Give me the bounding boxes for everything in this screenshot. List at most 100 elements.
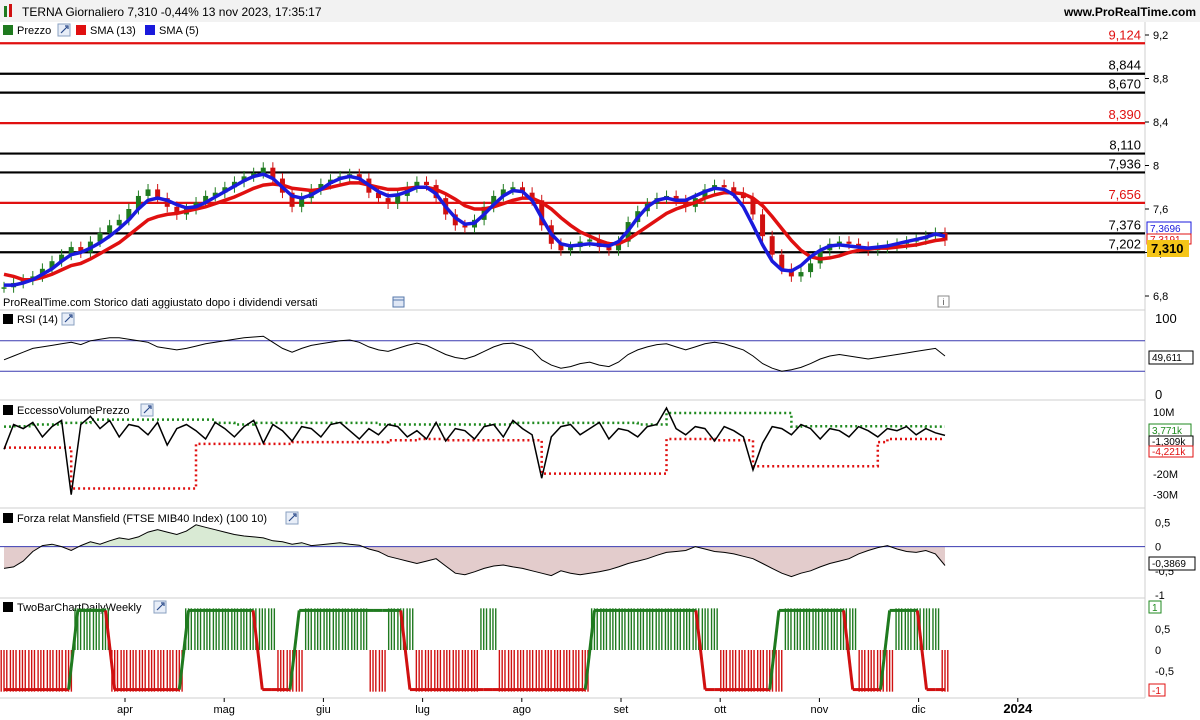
mansfield-last-value: -0,3869 [1152, 559, 1186, 570]
price-candle [587, 239, 593, 242]
price-levels: 9,124 8,844 8,670 8,390 8,110 7,936 7,656 7,376… [0, 27, 1145, 254]
sma5-swatch [145, 25, 155, 35]
twobar-weekly-segment [288, 610, 301, 690]
evp-tick-label: -20M [1153, 469, 1178, 481]
twobar-tick-label: 0 [1155, 645, 1161, 657]
rsi-last-value: 49,611 [1152, 353, 1182, 364]
price-candle [395, 195, 401, 204]
header-logo-icon [4, 4, 12, 17]
price-candle [203, 195, 209, 203]
x-tick-label: 2024 [1003, 701, 1033, 716]
evp-main-value: -1,309k [1152, 437, 1186, 448]
level-label: 7,656 [1108, 187, 1141, 202]
price-candle [568, 247, 574, 251]
info-icon[interactable]: i [937, 295, 950, 308]
sma5-line [4, 172, 946, 287]
price-candle [779, 254, 785, 269]
price-candle [49, 261, 55, 269]
mansfield-swatch [3, 513, 13, 523]
twobar-weekly-segment [103, 610, 117, 690]
calendar-icon[interactable] [392, 296, 405, 308]
price-tick-label: 8,4 [1153, 117, 1168, 129]
header-bar [0, 0, 1200, 22]
twobar-weekly-segment [399, 610, 412, 690]
rsi-settings-wrench-icon[interactable] [61, 312, 75, 326]
price-candle [510, 187, 516, 190]
twobar-weekly-segment [915, 610, 929, 690]
twobar-weekly-segment [842, 610, 855, 690]
price-candle [683, 200, 689, 207]
price-candle [260, 167, 266, 174]
twobar-last-down: -1 [1152, 686, 1161, 697]
mansfield-last-tag: -0,3869 [1148, 556, 1196, 571]
evp-tick-label: -30M [1153, 490, 1178, 502]
price-candle [164, 198, 170, 207]
price-candle [145, 189, 151, 196]
mansfield-settings-wrench-icon[interactable] [285, 511, 299, 525]
current-price-value: 7,310 [1151, 241, 1184, 256]
panel-frames [0, 22, 1146, 699]
price-candle [433, 185, 439, 199]
twobar-weekly-line [4, 608, 945, 692]
twobar-settings-wrench-icon[interactable] [153, 600, 167, 614]
x-tick-label: nov [811, 704, 829, 716]
price-candle [289, 192, 295, 207]
x-tick-label: mag [213, 704, 234, 716]
x-tick-label: apr [117, 704, 133, 716]
twobar-legend: TwoBarChartDailyWeekly [3, 600, 167, 614]
mansfield-legend: Forza relat Mansfield (FTSE MIB40 Index)… [3, 511, 299, 525]
x-axis: apr mag giu lug ago set ott nov dic 2024 [117, 698, 1033, 716]
price-candle [491, 195, 497, 207]
price-candle [702, 189, 708, 199]
mansfield-negative-area [4, 546, 945, 577]
price-candle [107, 225, 113, 233]
price-tick-label: 8 [1153, 161, 1159, 173]
price-candle [731, 187, 737, 193]
twobar-weekly-segment [177, 610, 190, 690]
price-candle [846, 241, 852, 244]
price-candle [808, 263, 814, 273]
twobar-weekly-segment [67, 610, 80, 690]
price-settings-wrench-icon[interactable] [57, 23, 71, 37]
mansfield-panel: 0,50-0,5-1 [0, 517, 1174, 602]
header-title: TERNA Giornaliero 7,310 -0,44% 13 nov 20… [22, 5, 322, 19]
twobar-weekly-segment [694, 610, 707, 690]
sma13-swatch [76, 25, 86, 35]
twobar-tick-label: -0,5 [1155, 666, 1174, 678]
current-price-badge [1147, 240, 1189, 257]
level-label: 8,844 [1108, 58, 1141, 73]
level-label: 8,390 [1108, 107, 1141, 122]
mansfield-tick-label: -1 [1155, 590, 1165, 602]
twobar-last-tags: 1 -1 [1148, 600, 1166, 697]
x-tick-label: ott [714, 704, 726, 716]
sma-value-tags: 7,3696 7,3191 7,310 [1146, 221, 1192, 257]
mansfield-title: Forza relat Mansfield (FTSE MIB40 Index)… [17, 513, 267, 525]
x-tick-label: giu [316, 704, 331, 716]
level-label: 9,124 [1108, 27, 1141, 42]
price-candle [606, 247, 612, 251]
level-label: 7,376 [1108, 217, 1141, 232]
x-tick-label: dic [912, 704, 927, 716]
price-legend: Prezzo SMA (13) SMA (5) [3, 23, 199, 37]
price-candle [1, 287, 7, 289]
level-label: 7,202 [1108, 236, 1141, 251]
price-candle [798, 272, 804, 277]
evp-settings-wrench-icon[interactable] [140, 403, 154, 417]
price-candle [97, 232, 103, 242]
sma5-value: 7,3696 [1150, 224, 1181, 235]
x-tick-label: set [614, 704, 629, 716]
price-candle [769, 236, 775, 255]
price-candles [1, 162, 948, 293]
price-candle [212, 192, 218, 196]
price-candle [385, 198, 391, 204]
price-candle [135, 195, 141, 209]
twobar-last-up: 1 [1152, 603, 1158, 614]
twobar-tick-label: 0,5 [1155, 624, 1170, 636]
price-candle [760, 214, 766, 237]
price-candle [452, 214, 458, 226]
price-candle [423, 181, 429, 186]
price-candle [750, 198, 756, 215]
x-tick-label: lug [415, 704, 430, 716]
level-label: 7,936 [1108, 156, 1141, 171]
twobar-weekly-segment [251, 610, 264, 690]
